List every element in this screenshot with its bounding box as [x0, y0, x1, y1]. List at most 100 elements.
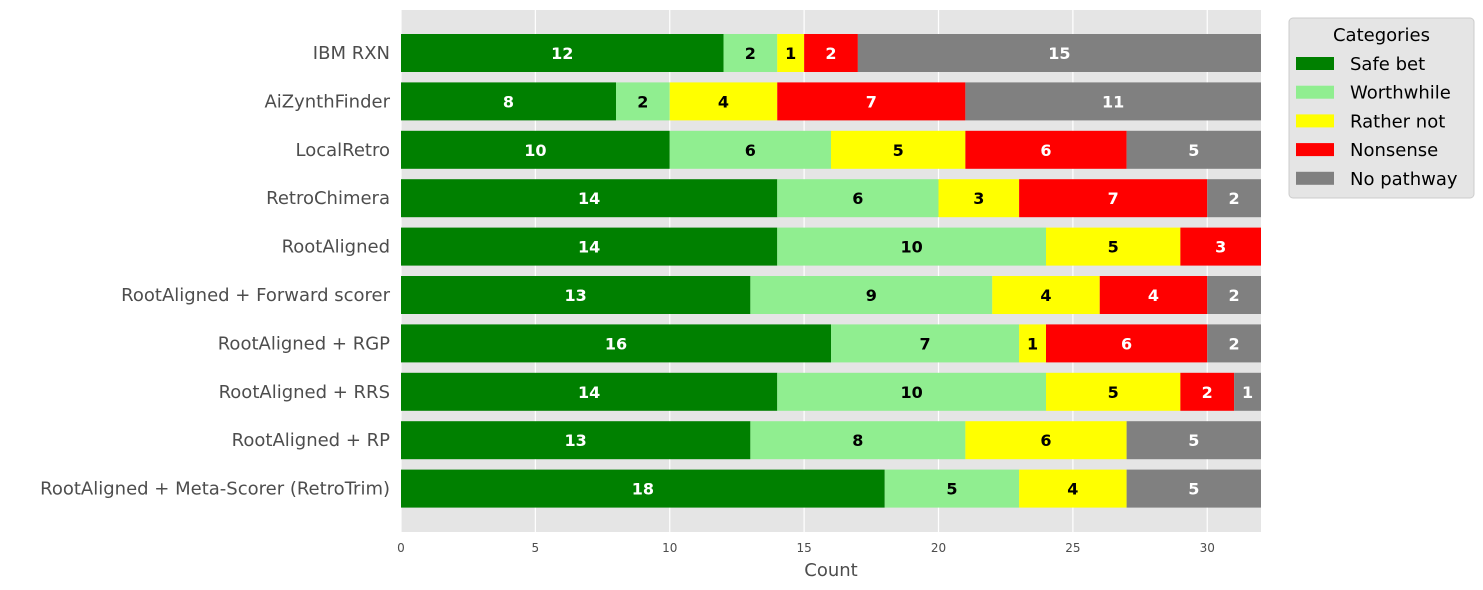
legend-swatch: [1296, 171, 1334, 185]
bar-segment: [1019, 179, 1208, 218]
bar-value-label: 7: [1108, 189, 1119, 208]
bar-segment: [616, 82, 670, 121]
bar-segment: [1099, 276, 1208, 314]
bar-value-label: 1: [1242, 383, 1253, 402]
category-label: RootAligned + RRS: [219, 382, 390, 403]
bar-segment: [1046, 227, 1181, 266]
bar-value-label: 5: [1188, 431, 1199, 450]
legend-label: Nonsense: [1350, 140, 1438, 161]
bar-value-label: 2: [637, 92, 648, 111]
bar-value-label: 6: [1040, 431, 1051, 450]
bar-value-label: 6: [1121, 334, 1132, 353]
bar-segment: [831, 324, 1020, 363]
bar-segment: [1046, 372, 1181, 411]
bar-value-label: 6: [1040, 141, 1051, 160]
legend-label: Worthwhile: [1350, 83, 1451, 104]
bar-value-label: 2: [1229, 334, 1240, 353]
bar-value-label: 5: [893, 141, 904, 160]
legend-frame: [1288, 17, 1475, 199]
bar-segment: [401, 34, 724, 72]
legend-swatch: [1296, 85, 1334, 99]
x-tick-label: 5: [532, 541, 540, 555]
category-label: RootAligned + Meta-Scorer (RetroTrim): [40, 479, 390, 500]
bar-value-label: 1: [785, 44, 796, 63]
bar-segment: [750, 276, 993, 314]
bar-segment: [1207, 324, 1261, 363]
bar-segment: [884, 469, 1020, 508]
bar-value-label: 6: [745, 141, 756, 160]
category-label: RootAligned + Forward scorer: [121, 285, 390, 306]
bar-segment: [831, 130, 966, 169]
bar-value-label: 9: [866, 286, 877, 305]
category-label: RootAligned + RP: [232, 430, 390, 451]
bar-segment: [401, 130, 670, 169]
bar-segment: [965, 130, 1127, 169]
category-label: IBM RXN: [313, 43, 390, 64]
x-tick-label: 20: [931, 541, 946, 555]
bar-segment: [777, 179, 939, 218]
bar-value-label: 7: [919, 334, 930, 353]
x-axis-title: Count: [804, 560, 857, 581]
bar-segment: [1046, 324, 1208, 363]
legend-items: Safe bet Worthwhile Rather not Nonsense No p…: [1296, 54, 1458, 190]
x-tick-label: 10: [662, 541, 677, 555]
bar-segment: [965, 421, 1127, 460]
legend-swatch: [1296, 114, 1334, 128]
bar-segment: [401, 276, 751, 314]
bar-segment: [857, 34, 1261, 72]
bar-value-label: 11: [1102, 92, 1124, 111]
bar-value-label: 16: [605, 334, 627, 353]
bar-value-label: 10: [900, 383, 922, 402]
bar-segment: [723, 34, 778, 72]
bar-value-label: 2: [1229, 286, 1240, 305]
legend-label: Safe bet: [1350, 54, 1425, 75]
category-label: RootAligned + RGP: [218, 333, 390, 354]
bar-value-label: 5: [1188, 480, 1199, 499]
x-tick-label: 15: [796, 541, 811, 555]
bar-value-label: 5: [1108, 238, 1119, 257]
bar-segment: [1126, 421, 1261, 460]
bar-value-label: 5: [1108, 383, 1119, 402]
legend-title: Categories: [1333, 25, 1430, 46]
bar-value-label: 14: [578, 189, 600, 208]
bar-value-label: 4: [1148, 286, 1159, 305]
bar-value-label: 18: [632, 480, 654, 499]
bar-value-label: 15: [1048, 44, 1070, 63]
legend-label: No pathway: [1350, 169, 1458, 190]
bars: [401, 34, 1261, 508]
bar-value-label: 13: [565, 286, 587, 305]
bar-value-label: 12: [551, 44, 573, 63]
bar-segment: [1019, 469, 1127, 508]
bar-segment: [777, 34, 805, 72]
category-label: AiZynthFinder: [264, 91, 390, 112]
bar-segment: [992, 276, 1100, 314]
bar-segment: [401, 469, 885, 508]
bar-value-label: 1: [1027, 334, 1038, 353]
legend-swatch: [1296, 57, 1334, 70]
bar-segment: [401, 421, 751, 460]
bar-segment: [1126, 130, 1261, 169]
bar-segment: [401, 372, 778, 411]
bar-segment: [1180, 372, 1235, 411]
bar-value-label: 3: [973, 189, 984, 208]
bar-segment: [804, 34, 858, 72]
bar-value-label: 4: [718, 92, 729, 111]
bar-value-label: 3: [1215, 238, 1226, 257]
bar-segment: [401, 227, 778, 266]
bar-segment: [938, 179, 1020, 218]
bar-segment: [777, 82, 966, 121]
bar-value-label: 2: [825, 44, 836, 63]
bar-value-label: 5: [1188, 141, 1199, 160]
bar-segment: [777, 227, 1046, 266]
legend: Categories Safe bet Worthwhile Rather not N…: [1288, 17, 1475, 199]
bar-segment: [669, 82, 778, 121]
bar-segment: [1234, 372, 1261, 411]
bar-value-label: 2: [1202, 383, 1213, 402]
bar-segment: [1019, 324, 1046, 363]
bar-segment: [669, 130, 831, 169]
bar-value-label: 13: [565, 431, 587, 450]
x-tick-label: 30: [1200, 541, 1215, 555]
bar-value-label: 8: [852, 431, 863, 450]
